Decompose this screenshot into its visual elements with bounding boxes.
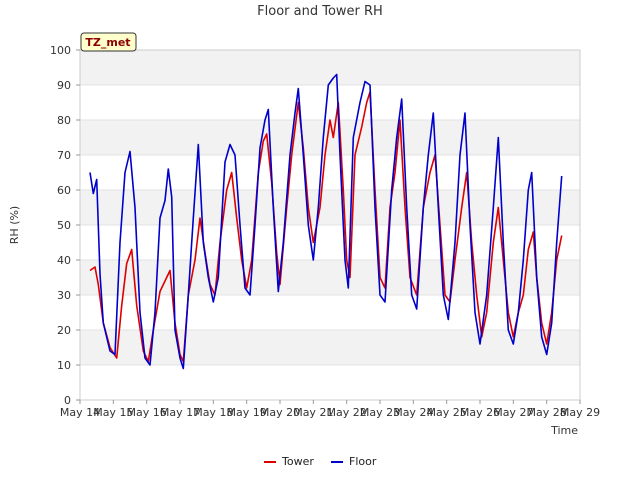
grid-band xyxy=(80,260,580,295)
legend-label-tower: Tower xyxy=(281,455,314,468)
x-tick-label: May 21 xyxy=(293,406,333,419)
grid-band xyxy=(80,330,580,365)
x-tick-label: May 28 xyxy=(527,406,567,419)
legend: Tower Floor xyxy=(264,455,377,468)
series-lines xyxy=(89,73,563,370)
x-tick-label: May 23 xyxy=(360,406,400,419)
site-badge-box xyxy=(80,32,137,52)
y-tick-label: 0 xyxy=(64,394,71,407)
y-tick-label: 100 xyxy=(50,44,71,57)
x-tick-label: May 16 xyxy=(127,406,167,419)
y-axis-label: RH (%) xyxy=(8,206,21,244)
x-tick-label: May 17 xyxy=(160,406,200,419)
y-tick-label: 40 xyxy=(57,254,71,267)
series-line-tower xyxy=(89,91,563,363)
x-tick-label: May 24 xyxy=(393,406,433,419)
y-tick-label: 50 xyxy=(57,219,71,232)
chart-title: Floor and Tower RH xyxy=(257,4,383,19)
x-tick-label: May 25 xyxy=(427,406,467,419)
y-tick-label: 80 xyxy=(57,114,71,127)
y-tick-label: 20 xyxy=(57,324,71,337)
y-tick-label: 30 xyxy=(57,289,71,302)
y-axis-ticks: 0 10 20 30 40 50 60 70 80 90 100 xyxy=(50,44,80,407)
plot-bands xyxy=(80,50,580,365)
x-tick-label: May 29 xyxy=(560,406,600,419)
grid-band xyxy=(80,190,580,225)
site-badge: TZ_met xyxy=(80,32,137,52)
x-tick-label: May 20 xyxy=(260,406,300,419)
x-tick-label: May 15 xyxy=(93,406,133,419)
x-tick-label: May 27 xyxy=(493,406,533,419)
site-badge-label: TZ_met xyxy=(85,36,130,49)
y-tick-label: 10 xyxy=(57,359,71,372)
x-tick-label: May 18 xyxy=(193,406,233,419)
y-tick-label: 90 xyxy=(57,79,71,92)
series-line-floor xyxy=(89,73,563,370)
x-tick-label: May 22 xyxy=(327,406,367,419)
legend-label-floor: Floor xyxy=(349,455,377,468)
y-tick-label: 60 xyxy=(57,184,71,197)
x-axis-label: Time xyxy=(550,424,578,437)
x-tick-label: May 26 xyxy=(460,406,500,419)
grid-band xyxy=(80,50,580,85)
y-tick-label: 70 xyxy=(57,149,71,162)
x-tick-label: May 14 xyxy=(60,406,100,419)
x-tick-label: May 19 xyxy=(227,406,267,419)
